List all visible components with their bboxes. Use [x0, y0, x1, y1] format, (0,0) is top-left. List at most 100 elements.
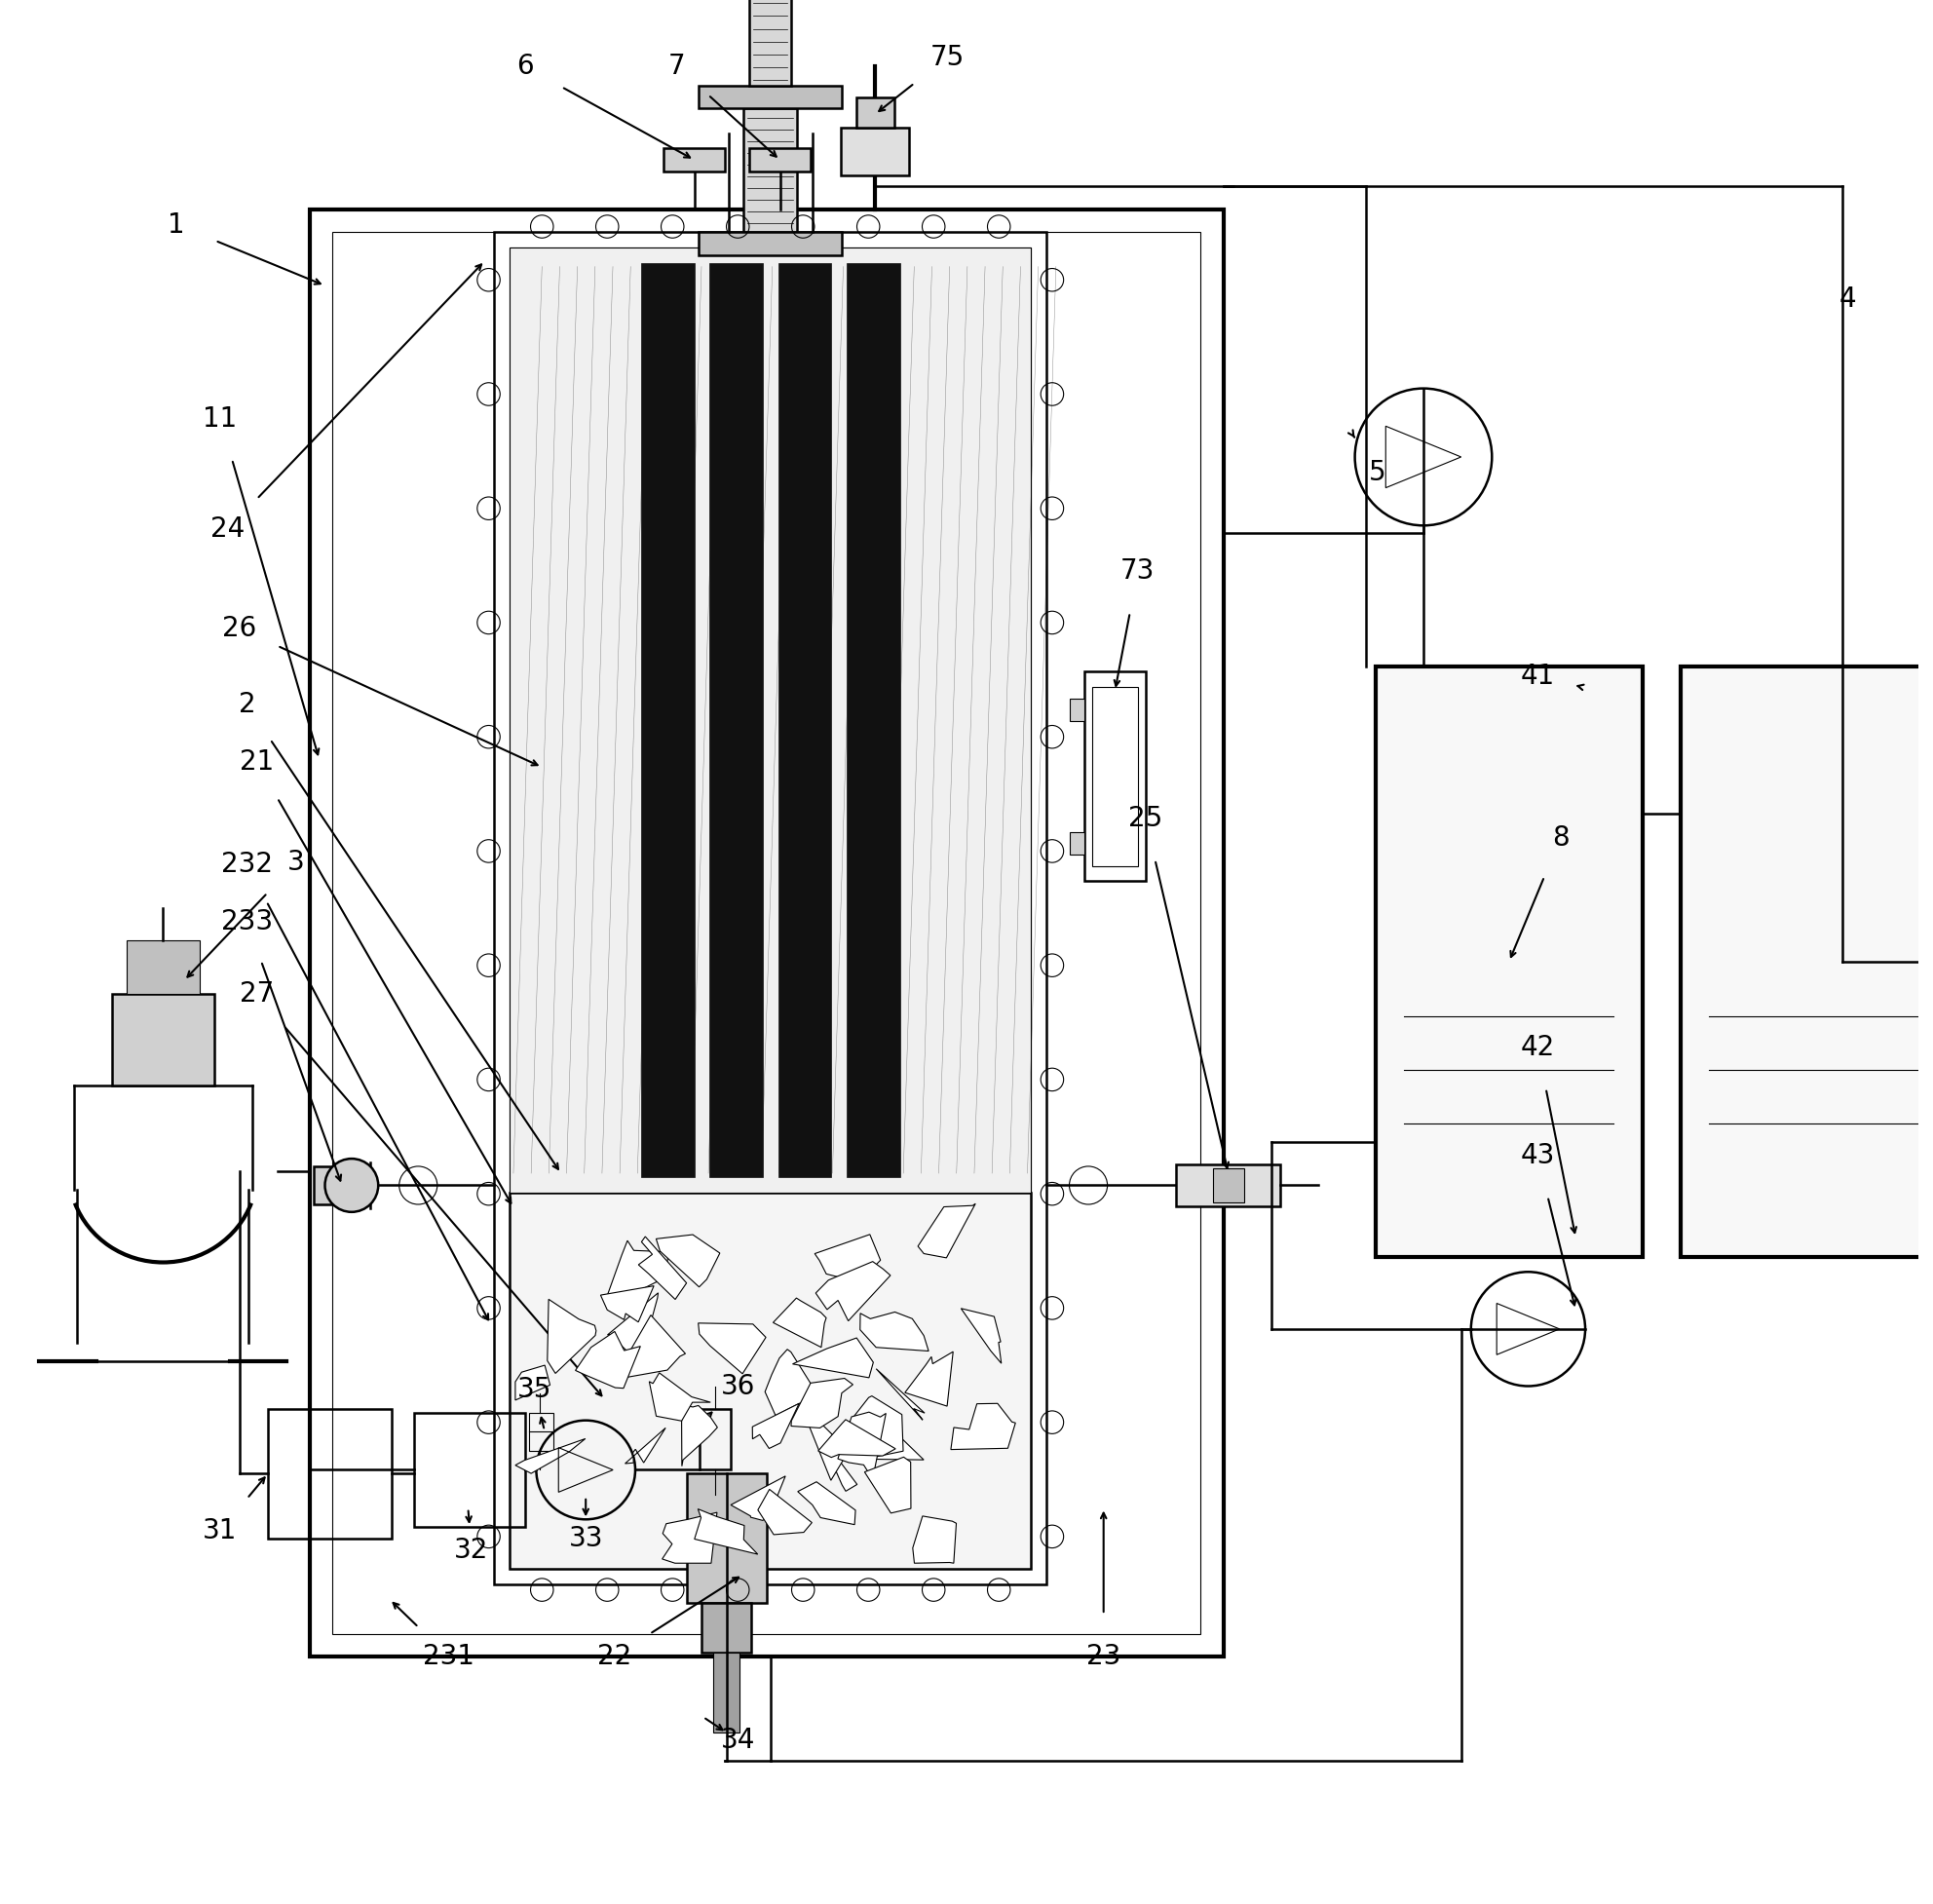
Bar	[128, 941, 199, 994]
Polygon shape	[613, 1316, 686, 1380]
Bar	[700, 86, 841, 109]
Polygon shape	[576, 1331, 640, 1388]
Polygon shape	[905, 1352, 953, 1407]
Bar	[528, 1413, 553, 1451]
Bar	[713, 1653, 740, 1733]
Bar	[750, 149, 810, 171]
Polygon shape	[961, 1308, 1001, 1363]
Bar	[700, 232, 841, 255]
Polygon shape	[765, 1350, 818, 1415]
Polygon shape	[601, 1285, 653, 1321]
Text: 233: 233	[220, 908, 273, 935]
Text: 35: 35	[518, 1377, 551, 1403]
Polygon shape	[793, 1339, 874, 1378]
Bar	[1069, 699, 1084, 722]
Text: 4: 4	[1840, 286, 1856, 312]
Polygon shape	[649, 1373, 711, 1420]
Polygon shape	[818, 1420, 895, 1457]
Bar	[642, 263, 694, 1177]
Polygon shape	[798, 1481, 856, 1525]
Polygon shape	[852, 1438, 924, 1460]
Polygon shape	[638, 1236, 686, 1299]
Polygon shape	[758, 1489, 812, 1535]
Polygon shape	[825, 1441, 856, 1491]
Polygon shape	[624, 1428, 665, 1464]
Text: 7: 7	[669, 53, 686, 80]
Bar	[777, 263, 831, 1177]
Text: 73: 73	[1121, 558, 1156, 585]
Text: 25: 25	[1129, 805, 1162, 832]
Bar	[332, 232, 1200, 1634]
Text: 75: 75	[930, 44, 965, 70]
Polygon shape	[837, 1413, 885, 1479]
Polygon shape	[806, 1407, 856, 1479]
Bar	[700, 1409, 731, 1470]
Polygon shape	[655, 1234, 719, 1287]
Polygon shape	[912, 1516, 957, 1563]
Text: 232: 232	[220, 851, 273, 878]
Text: 41: 41	[1521, 663, 1554, 689]
Text: 6: 6	[516, 53, 534, 80]
Bar	[744, 109, 796, 232]
Bar	[663, 149, 725, 171]
Text: 22: 22	[597, 1643, 632, 1670]
Bar	[1376, 666, 1643, 1257]
Text: 33: 33	[568, 1525, 603, 1552]
Text: 31: 31	[203, 1517, 238, 1544]
Polygon shape	[516, 1439, 586, 1474]
Polygon shape	[607, 1241, 669, 1299]
Text: 36: 36	[721, 1373, 756, 1399]
Bar	[313, 1167, 352, 1205]
Polygon shape	[860, 1312, 928, 1352]
Text: 1: 1	[168, 211, 186, 238]
Text: 2: 2	[238, 691, 255, 718]
Polygon shape	[516, 1365, 551, 1399]
Polygon shape	[816, 1262, 891, 1321]
Bar	[510, 248, 1030, 1569]
Bar	[495, 232, 1046, 1584]
Bar	[1084, 672, 1146, 882]
Bar	[1092, 687, 1139, 866]
Text: 27: 27	[240, 981, 274, 1007]
Polygon shape	[752, 1403, 798, 1449]
Polygon shape	[876, 1369, 924, 1420]
Text: 43: 43	[1521, 1142, 1554, 1169]
Bar	[686, 1474, 767, 1603]
Bar	[510, 1192, 1030, 1569]
Text: 24: 24	[211, 516, 245, 543]
Text: 231: 231	[423, 1643, 474, 1670]
Text: 3: 3	[288, 849, 305, 876]
Text: 34: 34	[721, 1727, 756, 1754]
Circle shape	[325, 1160, 379, 1213]
Bar	[510, 248, 1030, 1192]
Bar	[1069, 832, 1084, 855]
Bar	[269, 1409, 392, 1538]
Bar	[1212, 1169, 1245, 1203]
Polygon shape	[547, 1299, 595, 1373]
Polygon shape	[864, 1457, 910, 1514]
Text: 32: 32	[454, 1537, 489, 1563]
Polygon shape	[791, 1378, 852, 1428]
Polygon shape	[918, 1203, 976, 1259]
Bar	[841, 128, 909, 175]
Polygon shape	[694, 1510, 758, 1554]
Bar	[414, 1413, 526, 1527]
Bar	[709, 263, 764, 1177]
Bar	[702, 1603, 752, 1653]
Polygon shape	[698, 1323, 765, 1375]
Polygon shape	[951, 1403, 1015, 1449]
Text: 21: 21	[240, 748, 274, 775]
Polygon shape	[682, 1405, 717, 1466]
Bar	[750, 0, 791, 86]
Bar	[1175, 1165, 1282, 1207]
Text: 5: 5	[1369, 459, 1386, 486]
Polygon shape	[607, 1293, 657, 1363]
Polygon shape	[841, 1396, 903, 1460]
Bar	[309, 209, 1224, 1656]
Polygon shape	[663, 1512, 717, 1563]
Bar	[847, 263, 901, 1177]
Text: 26: 26	[222, 615, 257, 642]
Polygon shape	[731, 1476, 785, 1521]
Polygon shape	[773, 1299, 825, 1348]
Text: 42: 42	[1521, 1034, 1554, 1061]
